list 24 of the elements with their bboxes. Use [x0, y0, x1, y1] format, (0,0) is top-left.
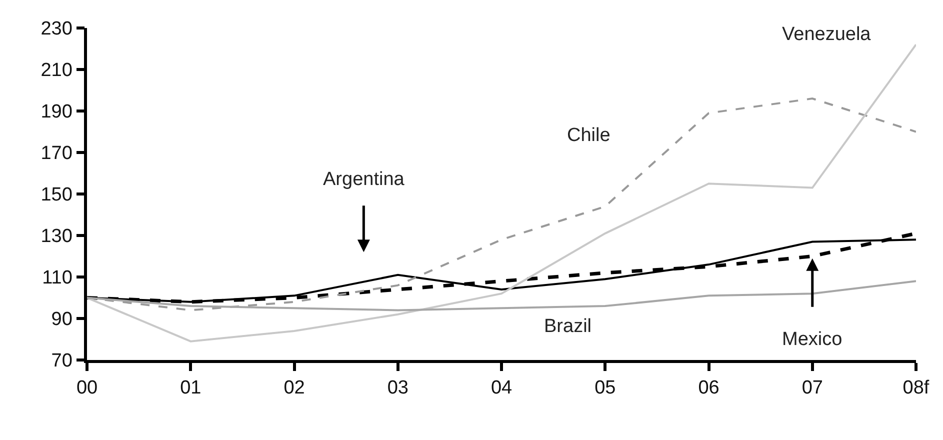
x-tick-label: 06	[698, 378, 720, 399]
line-series	[87, 280, 916, 312]
y-tick-label: 230	[40, 18, 72, 40]
x-tick-label: 04	[490, 378, 512, 399]
x-tick-label: 08f	[902, 378, 930, 399]
series-label: Brazil	[544, 316, 592, 337]
x-tick-label: 05	[594, 378, 616, 399]
y-tick-label: 210	[40, 60, 72, 82]
y-tick-label: 70	[51, 350, 72, 372]
x-tick-label: 00	[76, 378, 98, 399]
y-tick-label: 170	[40, 143, 72, 164]
x-tick-label: 02	[284, 378, 305, 399]
y-tick-label: 150	[40, 184, 72, 206]
x-tick-label: 01	[180, 378, 202, 399]
x-tick-label: 07	[802, 378, 823, 399]
series-label: Venezuela	[782, 24, 872, 45]
y-tick-label: 90	[51, 309, 72, 330]
y-tick-label: 190	[40, 102, 72, 123]
y-tick-label: 130	[40, 226, 72, 248]
y-tick-label: 110	[42, 268, 72, 289]
x-tick-label: 03	[387, 378, 408, 399]
text: Argentina	[323, 169, 405, 190]
text: Chile	[567, 125, 610, 146]
text: Mexico	[782, 329, 842, 350]
